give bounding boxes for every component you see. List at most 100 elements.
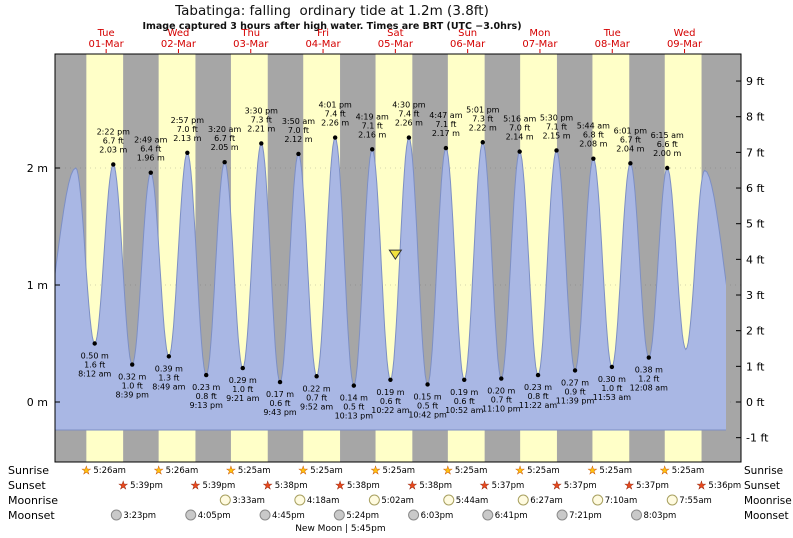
low-tide-m: 0.32 m (118, 373, 146, 382)
low-tide-m: 0.19 m (450, 388, 478, 397)
tide-extreme-dot (332, 135, 338, 140)
y-axis-tick-m: 0 m (27, 396, 48, 409)
day-date-label: 01-Mar (89, 39, 125, 50)
sunset-sun-icon: ★ (696, 479, 706, 492)
high-tide-time: 2:49 am (134, 136, 167, 145)
sunset-sun-icon: ★ (191, 479, 201, 492)
moonrise-moon-icon (294, 494, 306, 506)
moonrise-time: 6:27am (530, 496, 563, 506)
low-tide-time: 8:39 pm (116, 391, 150, 400)
day-date-label: 03-Mar (233, 39, 269, 50)
day-of-week-label: Tue (97, 28, 115, 39)
low-tide-ft: 0.6 ft (380, 397, 401, 406)
high-tide-m: 2.03 m (99, 145, 127, 154)
sunrise-sun-icon: ★ (226, 464, 236, 477)
tide-extreme-dot (185, 150, 190, 155)
high-tide-ft: 7.3 ft (472, 114, 493, 123)
high-tide-ft: 6.4 ft (140, 145, 161, 154)
moonrise-moon-icon (219, 494, 231, 506)
high-tide-ft: 7.4 ft (398, 110, 419, 119)
high-tide-m: 2.17 m (432, 129, 460, 138)
y-axis-tick-ft: 6 ft (746, 182, 765, 195)
day-date-label: 06-Mar (450, 39, 486, 50)
high-tide-ft: 7.0 ft (509, 124, 530, 133)
low-tide-ft: 1.2 ft (638, 375, 659, 384)
high-tide-ft: 7.0 ft (288, 126, 309, 135)
tide-curve-group (55, 135, 726, 431)
low-tide-time: 10:42 pm (408, 410, 447, 419)
tide-extreme-dot (351, 383, 357, 388)
sunrise-row-label-right: Sunrise (744, 465, 783, 477)
day-of-week-label: Wed (168, 28, 190, 39)
sunset-time: 5:38pm (347, 481, 380, 491)
y-axis-tick-ft: 7 ft (746, 146, 765, 159)
high-tide-m: 2.15 m (542, 131, 570, 140)
moonset-time: 3:23pm (123, 511, 156, 521)
sunrise-time: 5:25am (672, 466, 705, 476)
tide-extreme-dot (166, 354, 172, 359)
moonset-row-label-left: Moonset (8, 509, 55, 522)
low-tide-time: 11:39 pm (556, 396, 595, 405)
high-tide-time: 3:20 am (208, 125, 241, 134)
low-tide-ft: 0.8 ft (528, 392, 549, 401)
low-tide-time: 11:53 am (593, 393, 632, 402)
high-tide-m: 2.22 m (469, 123, 497, 132)
moonrise-moon-icon (666, 494, 678, 506)
moonset-time: 5:24pm (346, 511, 379, 521)
moonset-moon-icon (259, 509, 271, 521)
tide-extreme-dot (148, 170, 153, 175)
low-tide-time: 12:08 am (630, 384, 669, 393)
day-date-label: 09-Mar (667, 39, 703, 50)
moonrise-moon-icon (592, 494, 604, 506)
sunrise-sun-icon: ★ (298, 464, 308, 477)
sunrise-sun-icon: ★ (443, 464, 453, 477)
tide-extreme-dot (443, 145, 449, 151)
sunset-time: 5:37pm (492, 481, 525, 491)
low-tide-time: 10:13 pm (335, 412, 374, 421)
low-tide-ft: 0.5 ft (343, 403, 364, 412)
tide-extreme-dot (406, 135, 412, 140)
moonset-time: 6:41pm (495, 511, 528, 521)
tide-extreme-dot (535, 372, 541, 378)
high-tide-time: 2:57 pm (171, 116, 205, 125)
sunset-sun-icon: ★ (407, 479, 417, 492)
tide-extreme-dot (222, 159, 227, 165)
high-tide-m: 2.12 m (284, 135, 312, 144)
y-axis-tick-ft: 4 ft (746, 253, 765, 266)
sunrise-time: 5:25am (310, 466, 343, 476)
low-tide-m: 0.15 m (414, 392, 442, 401)
sunrise-sun-icon: ★ (660, 464, 670, 477)
low-tide-ft: 0.9 ft (565, 387, 586, 396)
moonrise-time: 5:44am (456, 496, 489, 506)
low-tide-ft: 1.0 ft (122, 382, 143, 391)
low-tide-time: 11:10 pm (482, 405, 521, 414)
tide-extreme-dot (499, 376, 504, 381)
low-tide-time: 8:12 am (78, 370, 111, 379)
tide-extreme-dot (480, 140, 485, 145)
tide-extreme-dot (204, 372, 209, 378)
sunrise-sun-icon: ★ (587, 464, 597, 477)
y-axis-tick-m: 1 m (27, 279, 48, 292)
tide-extreme-dot (314, 374, 319, 379)
new-moon-note: New Moon | 5:45pm (295, 524, 385, 534)
tide-extreme-dot (665, 165, 670, 171)
high-tide-ft: 7.1 ft (546, 122, 567, 131)
high-tide-m: 2.14 m (506, 133, 534, 142)
page-subtitle: Image captured 3 hours after high water.… (142, 21, 522, 32)
tide-extreme-dot (130, 362, 135, 367)
moonset-time: 6:03pm (421, 511, 454, 521)
high-tide-m: 2.05 m (211, 143, 239, 152)
moonset-time: 4:45pm (272, 511, 305, 521)
low-tide-ft: 1.0 ft (601, 384, 622, 393)
tide-extreme-dot (111, 162, 116, 167)
moonrise-time: 5:02am (381, 496, 414, 506)
low-tide-ft: 0.7 ft (491, 396, 512, 405)
sunrise-time: 5:25am (455, 466, 488, 476)
high-tide-ft: 6.7 ft (620, 135, 641, 144)
day-of-week-label: Fri (317, 28, 329, 39)
high-tide-time: 4:47 am (429, 111, 462, 120)
moonrise-row-label-left: Moonrise (8, 494, 58, 507)
high-tide-ft: 6.8 ft (583, 131, 604, 140)
tide-extreme-dot (259, 141, 264, 146)
